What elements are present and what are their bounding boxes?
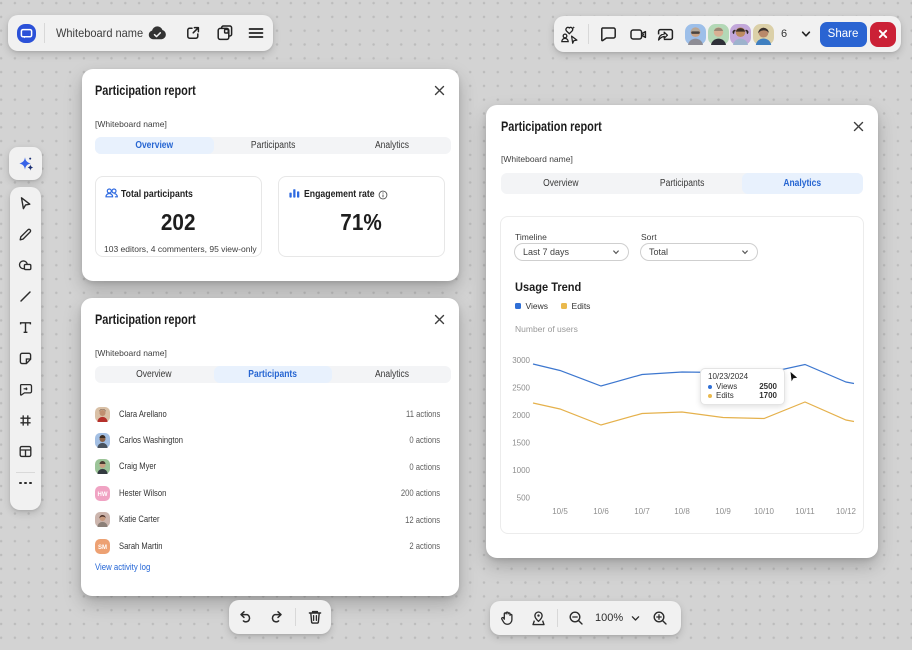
svg-text:HW: HW [98, 492, 108, 498]
svg-text:10/6: 10/6 [593, 507, 609, 516]
svg-text:3000: 3000 [512, 356, 530, 365]
svg-text:10/7: 10/7 [634, 507, 650, 516]
svg-text:2500: 2500 [512, 384, 530, 393]
svg-text:10/12: 10/12 [836, 507, 857, 516]
svg-text:1500: 1500 [512, 439, 530, 448]
svg-text:2000: 2000 [512, 411, 530, 420]
svg-text:10/11: 10/11 [795, 507, 815, 516]
svg-text:SM: SM [98, 545, 107, 551]
svg-text:1000: 1000 [512, 466, 530, 475]
svg-text:10/10: 10/10 [754, 507, 775, 516]
svg-text:10/5: 10/5 [552, 507, 568, 516]
svg-text:10/8: 10/8 [674, 507, 690, 516]
svg-text:500: 500 [517, 494, 531, 503]
svg-text:10/9: 10/9 [715, 507, 731, 516]
